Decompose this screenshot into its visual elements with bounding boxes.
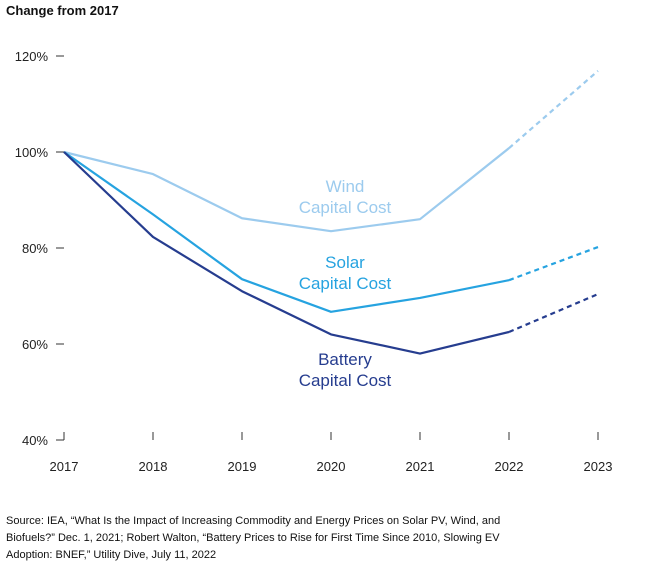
chart-title: Change from 2017	[6, 3, 119, 18]
series-label: Capital Cost	[299, 371, 392, 390]
series-line-battery	[63, 151, 510, 355]
x-tick-label: 2018	[139, 459, 168, 474]
series-label: Capital Cost	[299, 198, 392, 217]
x-tick-label: 2020	[317, 459, 346, 474]
series-label: Solar	[325, 253, 365, 272]
series-line-solar	[63, 151, 510, 313]
series-label: Wind	[326, 177, 365, 196]
projected-line-battery	[508, 293, 599, 334]
x-tick-label: 2017	[50, 459, 79, 474]
y-tick-label: 60%	[22, 337, 48, 352]
source-note: Source: IEA, “What Is the Impact of Incr…	[6, 515, 501, 561]
x-tick-label: 2022	[495, 459, 524, 474]
x-tick-label: 2021	[406, 459, 435, 474]
line-chart: 40% 60% 80% 100% 120% 2017 2018 2019 2020 2021 202…	[15, 49, 613, 474]
series-label: Battery	[318, 350, 372, 369]
projected-line-wind	[508, 70, 599, 149]
series-line-wind	[63, 147, 510, 233]
y-tick-label: 40%	[22, 433, 48, 448]
series-label: Capital Cost	[299, 274, 392, 293]
y-tick-label: 120%	[15, 49, 49, 64]
y-tick-label: 80%	[22, 241, 48, 256]
projected-line-solar	[508, 246, 599, 282]
x-tick-label: 2019	[228, 459, 257, 474]
x-tick-label: 2023	[584, 459, 613, 474]
y-tick-label: 100%	[15, 145, 49, 160]
